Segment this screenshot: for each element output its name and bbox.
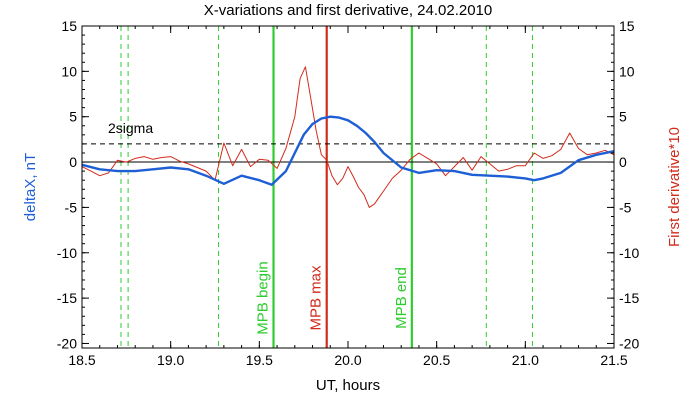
y-tick-label-left: 5: [69, 109, 77, 125]
y-tick-label-left: 0: [69, 154, 77, 170]
y-tick-label-right: -20: [619, 335, 639, 351]
x-tick-label: 20.5: [423, 352, 450, 368]
y-tick-label-right: -10: [619, 245, 639, 261]
series-line-derivative: [81, 66, 615, 208]
marker-label-mpb-max: MPB max: [308, 265, 325, 331]
marker-label-mpb-begin: MPB begin: [255, 261, 272, 334]
x-tick-label: 21.0: [512, 352, 539, 368]
x-tick-label: 18.5: [68, 352, 95, 368]
x-tick-label: 21.5: [600, 352, 627, 368]
y-tick-labels-left: 15 10 5 0 -5 -10 -15 -20: [57, 18, 77, 351]
threshold-label: 2sigma: [108, 120, 153, 136]
x-tick-label: 19.0: [157, 352, 184, 368]
y-tick-labels-right: 15 10 5 0 -5 -10 -15 -20: [619, 18, 639, 351]
marker-label-mpb-end: MPB end: [393, 267, 410, 329]
plot-frame: [81, 25, 615, 349]
x-tick-labels: 18.5 19.0 19.5 20.0 20.5 21.0 21.5: [68, 352, 627, 368]
x-axis-label: UT, hours: [316, 377, 380, 394]
y-tick-label-left: -20: [57, 335, 77, 351]
series-line-deltax: [81, 115, 615, 186]
y-tick-label-right: -5: [619, 199, 632, 215]
y-tick-label-left: 10: [61, 63, 77, 79]
y-axis-label-right: First derivative*10: [666, 127, 683, 247]
y-tick-label-right: 5: [619, 109, 627, 125]
vertical-markers: [120, 26, 533, 348]
x-tick-label: 20.0: [334, 352, 361, 368]
marker-labels: MPB begin MPB max MPB end: [255, 261, 410, 334]
y-tick-label-right: 15: [619, 18, 635, 34]
chart-title: X-variations and first derivative, 24.02…: [204, 2, 493, 19]
y-tick-label-left: -15: [57, 290, 77, 306]
axis-ticks: [81, 25, 615, 348]
x-tick-label: 19.5: [246, 352, 273, 368]
y-axis-label-left: deltaX, nT: [22, 153, 39, 221]
y-tick-label-right: 0: [619, 154, 627, 170]
y-tick-label-right: 10: [619, 63, 635, 79]
y-tick-label-right: -15: [619, 290, 639, 306]
y-tick-label-left: 15: [61, 18, 77, 34]
series-group: [81, 66, 615, 208]
y-tick-label-left: -10: [57, 245, 77, 261]
y-tick-label-left: -5: [65, 199, 78, 215]
